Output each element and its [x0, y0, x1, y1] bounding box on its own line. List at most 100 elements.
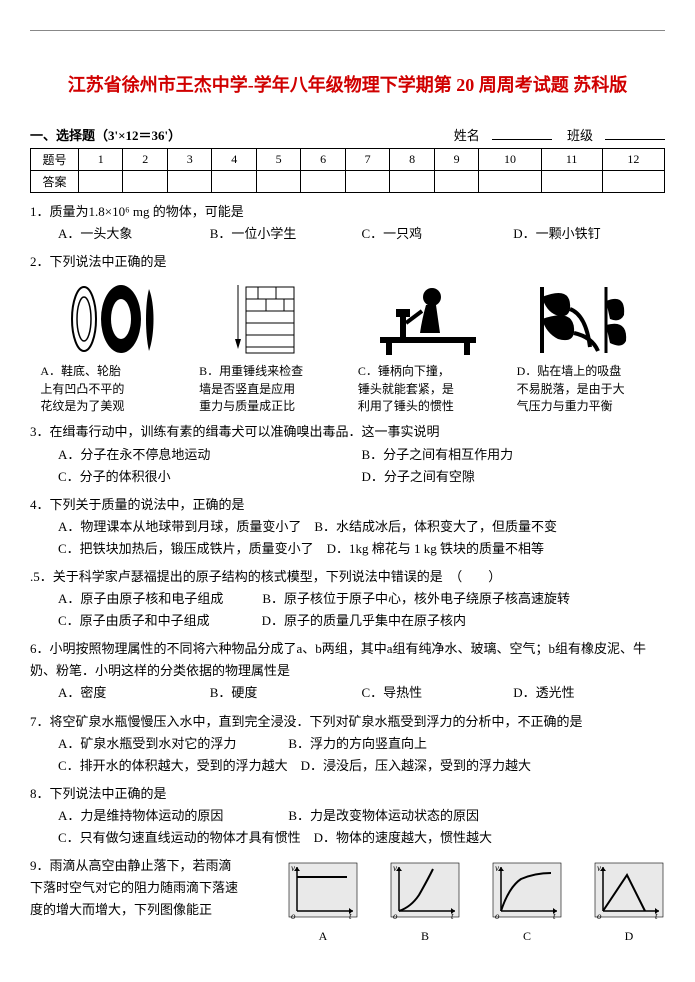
q6-opt-d: D．透光性 [513, 682, 665, 704]
grid-ans-cell [301, 171, 345, 193]
q5-line1: A．原子由原子核和电子组成 B．原子核位于原子中心，核外电子绕原子核高速旋转 [58, 588, 665, 610]
q2-cap-b: B．用重锤线来检查 墙是否竖直是应用 重力与质量成正比 [195, 363, 341, 415]
q9-label-c: C [491, 926, 563, 946]
q2: 2．下列说法中正确的是 A．鞋底、轮胎 上有凹凸不平的 花纹是为了美观 [30, 251, 665, 415]
grid-col: 5 [256, 149, 300, 171]
q9-graph-b: v t o B [389, 861, 461, 946]
q7: 7．将空矿泉水瓶慢慢压入水中，直到完全浸没．下列对矿泉水瓶受到浮力的分析中，不正… [30, 711, 665, 777]
q3-options: A．分子在永不停息地运动 B．分子之间有相互作用力 C．分子的体积很小 D．分子… [30, 444, 665, 488]
svg-text:o: o [597, 911, 602, 921]
q2-stem: 2．下列说法中正确的是 [30, 251, 665, 273]
grid-ans-cell [390, 171, 434, 193]
q2-figures: A．鞋底、轮胎 上有凹凸不平的 花纹是为了美观 [30, 279, 665, 415]
q2-fig-a: A．鞋底、轮胎 上有凹凸不平的 花纹是为了美观 [36, 279, 182, 415]
svg-text:v: v [393, 863, 397, 873]
q2-cap-a: A．鞋底、轮胎 上有凹凸不平的 花纹是为了美观 [36, 363, 182, 415]
q7-line1: A．矿泉水瓶受到水对它的浮力 B．浮力的方向竖直向上 [58, 733, 665, 755]
grid-col: 11 [541, 149, 602, 171]
grid-col: 4 [212, 149, 256, 171]
hammer-person-icon [372, 279, 482, 359]
grid-col: 12 [602, 149, 664, 171]
q9-graph-c: v t o C [491, 861, 563, 946]
grid-ans-cell [602, 171, 664, 193]
class-label: 班级 [567, 128, 593, 143]
q2-fig-d: D．贴在墙上的吸盘 不易脱落，是由于大 气压力与重力平衡 [513, 279, 659, 415]
q7-line2: C．排开水的体积越大，受到的浮力越大 D．浸没后，压入越深，受到的浮力越大 [58, 755, 665, 777]
q1-opt-c: C．一只鸡 [362, 223, 514, 245]
q1-opt-d: D．一颗小铁钉 [513, 223, 665, 245]
grid-col: 3 [167, 149, 211, 171]
q3: 3．在缉毒行动中，训练有素的缉毒犬可以准确嗅出毒品．这一事实说明 A．分子在永不… [30, 421, 665, 487]
grid-col: 1 [79, 149, 123, 171]
q6-options: A．密度 B．硬度 C．导热性 D．透光性 [30, 682, 665, 704]
grid-ans-cell [123, 171, 167, 193]
svg-text:o: o [393, 911, 398, 921]
name-underline [492, 126, 552, 140]
grid-col: 6 [301, 149, 345, 171]
q9-graphs: v t o A v t [287, 855, 665, 946]
q9-graph-a: v t o A [287, 861, 359, 946]
q8: 8．下列说法中正确的是 A．力是维持物体运动的原因 B．力是改变物体运动状态的原… [30, 783, 665, 849]
grid-col: 10 [479, 149, 541, 171]
q9-label-b: B [389, 926, 461, 946]
q2-fig-c: C．锤柄向下撞， 锤头就能套紧，是 利用了锤头的惯性 [354, 279, 500, 415]
q4: 4．下列关于质量的说法中，正确的是 A．物理课本从地球带到月球，质量变小了 B．… [30, 494, 665, 560]
q4-stem: 4．下列关于质量的说法中，正确的是 [30, 494, 665, 516]
q9-stem: 9．雨滴从高空由静止落下，若雨滴下落时空气对它的阻力随雨滴下落速度的增大而增大，… [30, 855, 240, 921]
q3-opt-b: B．分子之间有相互作用力 [362, 444, 666, 466]
plumb-wall-icon [218, 279, 318, 359]
tire-icon [59, 279, 159, 359]
q1-opt-a: A．一头大象 [58, 223, 210, 245]
q6-opt-c: C．导热性 [362, 682, 514, 704]
q2-fig-b: B．用重锤线来检查 墙是否竖直是应用 重力与质量成正比 [195, 279, 341, 415]
grid-ans-cell [167, 171, 211, 193]
q4-options: A．物理课本从地球带到月球，质量变小了 B．水结成冰后，体积变大了，但质量不变 … [30, 516, 665, 560]
grid-header-row: 题号 1 2 3 4 5 6 7 8 9 10 11 12 [31, 149, 665, 171]
svg-text:o: o [495, 911, 500, 921]
grid-col: 2 [123, 149, 167, 171]
q8-stem: 8．下列说法中正确的是 [30, 783, 665, 805]
q9-label-d: D [593, 926, 665, 946]
q3-stem: 3．在缉毒行动中，训练有素的缉毒犬可以准确嗅出毒品．这一事实说明 [30, 421, 665, 443]
grid-col: 9 [434, 149, 478, 171]
grid-col: 7 [345, 149, 389, 171]
grid-ans-cell [434, 171, 478, 193]
q3-opt-a: A．分子在永不停息地运动 [58, 444, 362, 466]
vt-graph-a-icon: v t o [287, 861, 359, 923]
svg-text:v: v [291, 863, 295, 873]
grid-label-qnum: 题号 [31, 149, 79, 171]
doc-title: 江苏省徐州市王杰中学-学年八年级物理下学期第 20 周周考试题 苏科版 [30, 71, 665, 97]
section1-header: 一、选择题（3'×12＝36'） 姓名 班级 [30, 125, 665, 144]
q9: v t o A v t [30, 855, 665, 946]
page-top-rule [30, 30, 665, 31]
name-class-fields: 姓名 班级 [442, 125, 665, 144]
grid-ans-cell [345, 171, 389, 193]
grid-ans-cell [256, 171, 300, 193]
class-underline [605, 126, 665, 140]
grid-label-ans: 答案 [31, 171, 79, 193]
vt-graph-b-icon: v t o [389, 861, 461, 923]
svg-text:o: o [291, 911, 296, 921]
q3-opt-c: C．分子的体积很小 [58, 466, 362, 488]
grid-answer-row: 答案 [31, 171, 665, 193]
grid-ans-cell [479, 171, 541, 193]
q8-line2: C．只有做匀速直线运动的物体才具有惯性 D．物体的速度越大，惯性越大 [58, 827, 665, 849]
q7-options: A．矿泉水瓶受到水对它的浮力 B．浮力的方向竖直向上 C．排开水的体积越大，受到… [30, 733, 665, 777]
q7-stem: 7．将空矿泉水瓶慢慢压入水中，直到完全浸没．下列对矿泉水瓶受到浮力的分析中，不正… [30, 711, 665, 733]
q1-opt-b: B．一位小学生 [210, 223, 362, 245]
grid-col: 8 [390, 149, 434, 171]
q8-line1: A．力是维持物体运动的原因 B．力是改变物体运动状态的原因 [58, 805, 665, 827]
suction-cups-icon [536, 279, 636, 359]
name-label: 姓名 [454, 128, 480, 143]
q5-line2: C．原子由质子和中子组成 D．原子的质量几乎集中在原子核内 [58, 610, 665, 632]
svg-text:v: v [597, 863, 601, 873]
q1-options: A．一头大象 B．一位小学生 C．一只鸡 D．一颗小铁钉 [30, 223, 665, 245]
grid-ans-cell [79, 171, 123, 193]
q2-cap-d: D．贴在墙上的吸盘 不易脱落，是由于大 气压力与重力平衡 [513, 363, 659, 415]
q5-stem: .5．关于科学家卢瑟福提出的原子结构的核式模型，下列说法中错误的是 （ ） [30, 566, 665, 588]
grid-ans-cell [541, 171, 602, 193]
grid-ans-cell [212, 171, 256, 193]
q8-options: A．力是维持物体运动的原因 B．力是改变物体运动状态的原因 C．只有做匀速直线运… [30, 805, 665, 849]
q6: 6．小明按照物理属性的不同将六种物品分成了a、b两组，其中a组有纯净水、玻璃、空… [30, 638, 665, 704]
q4-line1: A．物理课本从地球带到月球，质量变小了 B．水结成冰后，体积变大了，但质量不变 [58, 516, 665, 538]
